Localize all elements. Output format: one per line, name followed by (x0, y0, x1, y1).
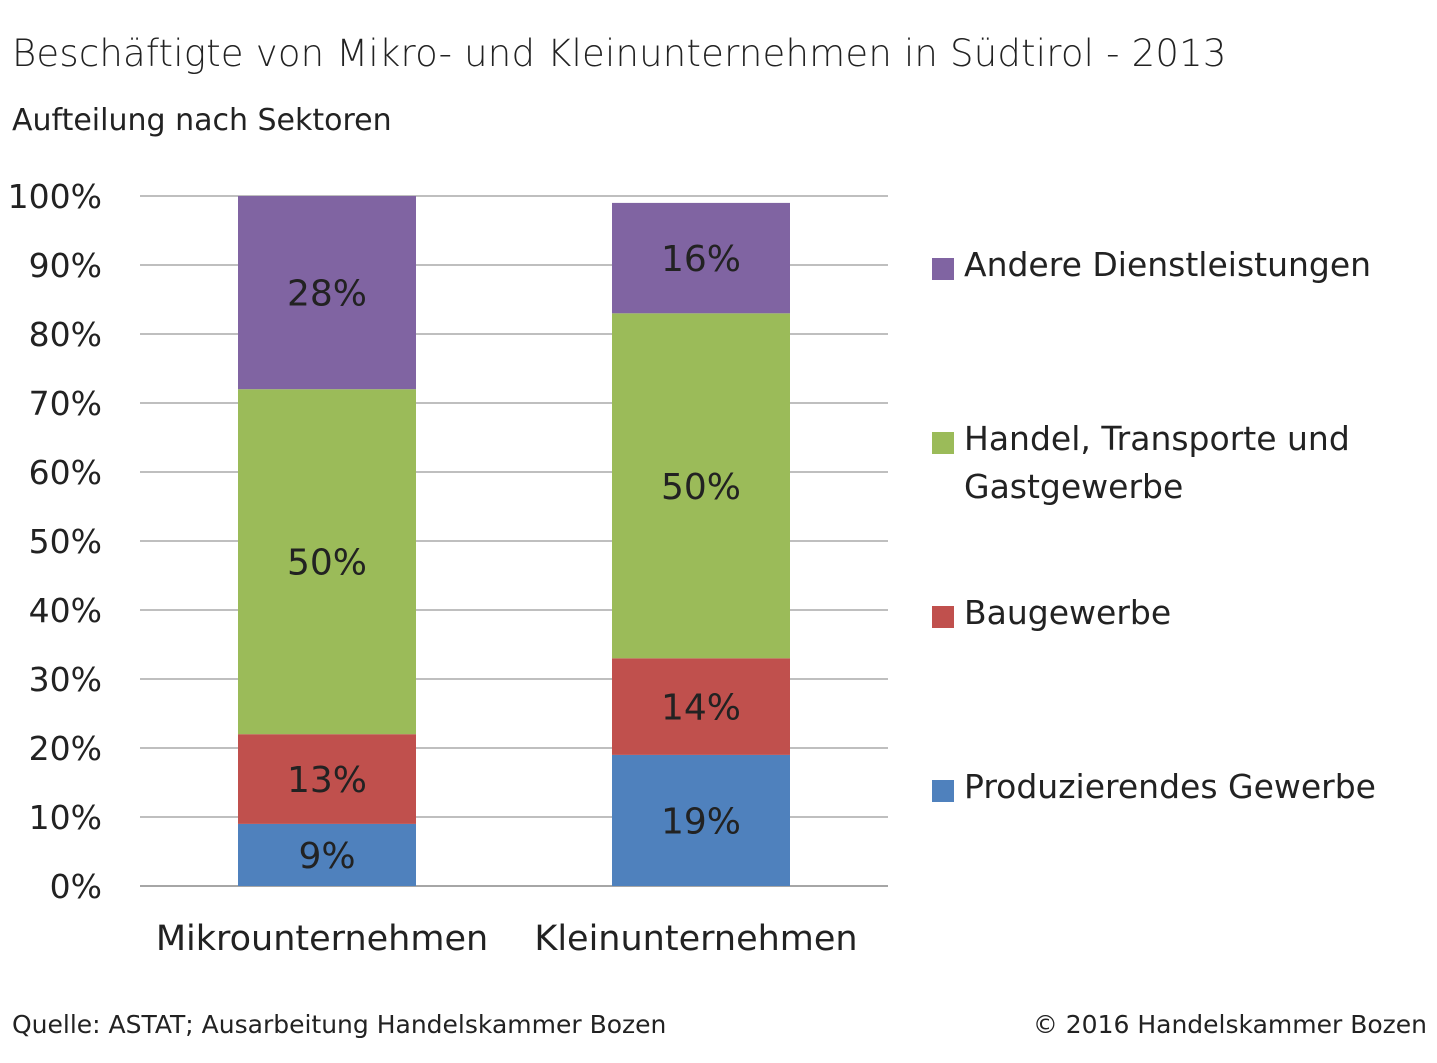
data-label: 28% (287, 274, 367, 315)
data-label: 9% (298, 836, 355, 877)
legend-item-produzierendes-gewerbe: Produzierendes Gewerbe (932, 767, 1394, 811)
data-label: 50% (661, 467, 741, 508)
legend-label: Baugewerbe (964, 593, 1172, 632)
legend-swatch (932, 780, 954, 802)
legend-swatch (932, 432, 954, 454)
x-category-label: Kleinunternehmen (534, 919, 857, 959)
legend-item-baugewerbe: Baugewerbe (932, 593, 1394, 637)
bar-segment (612, 313, 790, 659)
legend-item-andere-dienstleistungen: Andere Dienstleistungen (932, 245, 1394, 289)
bar-segment (612, 658, 790, 755)
chart-title: Beschäftigte von Mikro- und Kleinunterne… (12, 32, 1227, 75)
chart-subtitle: Aufteilung nach Sektoren (12, 103, 392, 138)
data-label: 50% (287, 543, 367, 584)
data-label: 14% (661, 688, 741, 729)
y-tick-label: 10% (29, 798, 102, 837)
bar-segment (612, 754, 790, 886)
bar-segment (238, 734, 416, 824)
data-label: 16% (661, 239, 741, 280)
y-tick-label: 50% (29, 522, 102, 561)
bar-segment (238, 389, 416, 735)
x-category-label: Mikrounternehmen (156, 919, 488, 959)
data-label: 13% (287, 760, 367, 801)
y-tick-label: 90% (29, 246, 102, 285)
copyright-note: © 2016 Handelskammer Bozen (1032, 1010, 1427, 1039)
bar-segment (612, 202, 790, 314)
bar-segment (238, 823, 416, 886)
y-tick-label: 40% (29, 591, 102, 630)
legend-label: Produzierendes Gewerbe (964, 767, 1376, 806)
bar-segment (238, 196, 416, 390)
legend-label: Handel, Transporte und Gastgewerbe (964, 419, 1350, 506)
stacked-bar-chart: 0% 10% 20% 30% 40% 50% 60% 70% 80% 90% 100% 9% 13% 50… (8, 177, 888, 959)
source-note: Quelle: ASTAT; Ausarbeitung Handelskamme… (12, 1010, 667, 1039)
legend-label: Andere Dienstleistungen (964, 245, 1372, 284)
y-tick-label: 20% (29, 729, 102, 768)
legend-swatch (932, 606, 954, 628)
y-tick-label: 80% (29, 315, 102, 354)
y-tick-label: 0% (50, 867, 102, 906)
legend-item-handel: Handel, Transporte und Gastgewerbe (932, 419, 1394, 511)
y-tick-label: 30% (29, 660, 102, 699)
data-label: 19% (661, 801, 741, 842)
y-tick-label: 100% (8, 177, 102, 216)
y-tick-label: 60% (29, 453, 102, 492)
y-tick-label: 70% (29, 384, 102, 423)
legend-swatch (932, 258, 954, 280)
